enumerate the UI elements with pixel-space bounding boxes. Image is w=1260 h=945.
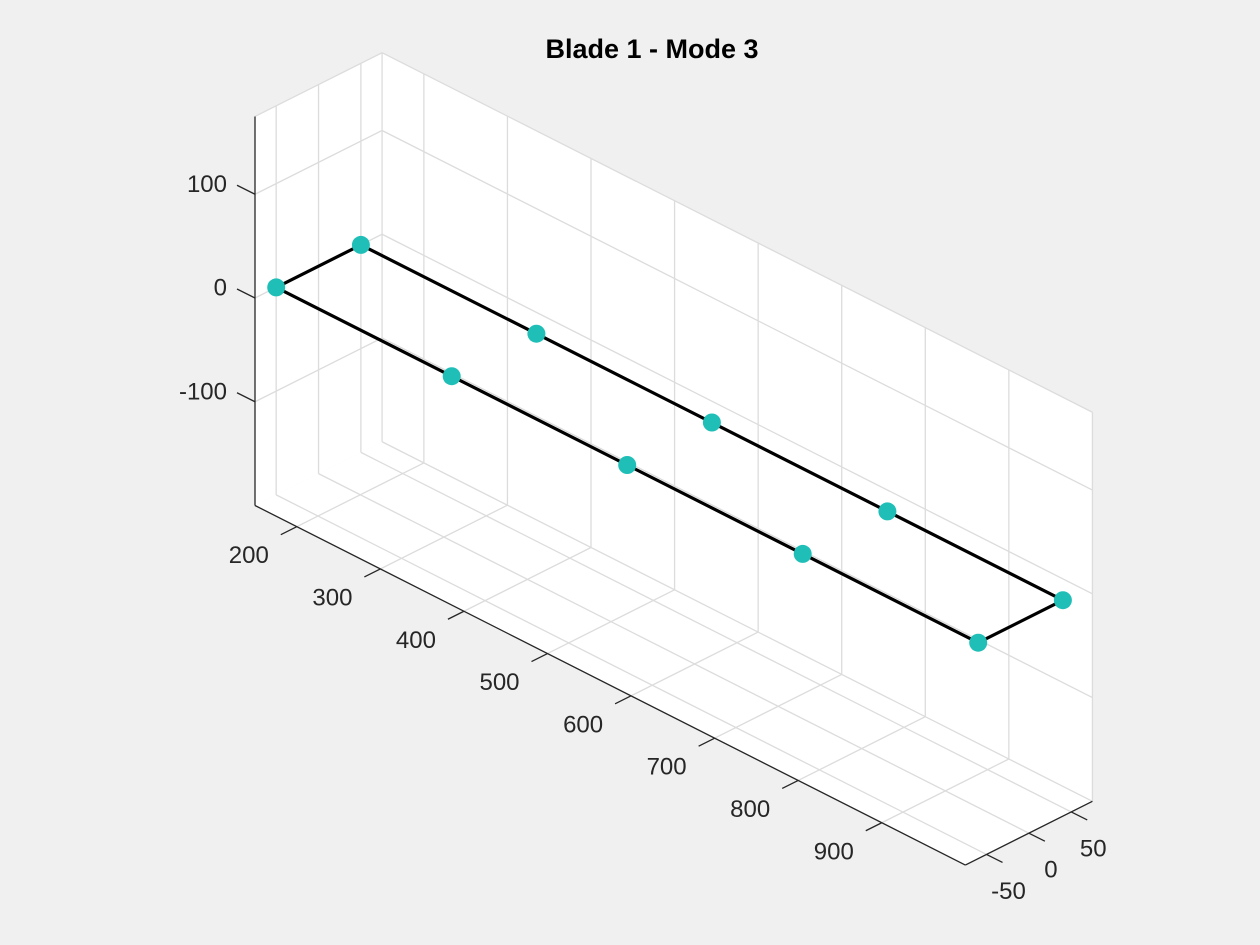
x-tick-label-400: 400 xyxy=(396,627,436,654)
z-tick-label-100: 100 xyxy=(187,171,227,198)
y-tick-label-50: 50 xyxy=(1080,835,1107,862)
y-grid-floor--50 xyxy=(275,494,987,856)
blade-node-marker-8 xyxy=(969,633,988,652)
z-tick-label--100: -100 xyxy=(179,378,227,405)
blade-node-marker-1 xyxy=(351,235,370,254)
z-grid-back-0 xyxy=(381,233,1093,595)
z-tick--100 xyxy=(236,392,256,403)
z-grid-side-100 xyxy=(254,129,383,195)
blade-node-marker-9 xyxy=(1053,591,1072,610)
blade-node-marker-3 xyxy=(527,324,546,343)
x-tick-label-300: 300 xyxy=(312,585,352,612)
z-grid-side--100 xyxy=(254,337,383,403)
x-tick-900 xyxy=(865,822,883,832)
blade-node-marker-6 xyxy=(793,544,812,563)
z-grid-back-100 xyxy=(381,129,1093,491)
z-tick-label-0: 0 xyxy=(214,275,227,302)
x-tick-500 xyxy=(531,652,548,663)
blade-node-marker-0 xyxy=(267,278,286,297)
blade-node-marker-2 xyxy=(442,367,461,386)
x-tick-label-900: 900 xyxy=(814,838,854,865)
plot-area xyxy=(267,235,1072,652)
x-tick-label-500: 500 xyxy=(479,669,519,696)
grid-lines xyxy=(254,52,1094,866)
x-tick-label-200: 200 xyxy=(229,542,269,569)
x-tick-600 xyxy=(614,695,632,705)
x-tick-700 xyxy=(698,737,715,747)
y-tick-label--50: -50 xyxy=(991,878,1026,905)
box-edge-top-side xyxy=(254,52,383,118)
z-tick-0 xyxy=(236,288,256,299)
chart-title: Blade 1 - Mode 3 xyxy=(545,34,758,64)
blade-node-marker-7 xyxy=(878,502,897,521)
x-tick-label-800: 800 xyxy=(730,796,770,823)
x-tick-label-700: 700 xyxy=(647,754,687,781)
x-axis-line xyxy=(254,504,966,866)
box-edge-floor-back xyxy=(381,441,1093,802)
x-tick-200 xyxy=(280,526,298,536)
blade-node-markers xyxy=(267,235,1072,652)
x-tick-400 xyxy=(447,610,465,620)
x-tick-800 xyxy=(781,779,799,790)
x-tick-label-600: 600 xyxy=(563,711,603,738)
blade-node-marker-4 xyxy=(618,456,637,474)
y-tick-50 xyxy=(1070,811,1088,821)
back-wall-panel xyxy=(382,52,1093,802)
y-tick-label-0: 0 xyxy=(1044,857,1057,884)
y-grid-floor-50 xyxy=(360,451,1072,813)
blade-node-marker-5 xyxy=(702,413,721,432)
box-edge-top-back xyxy=(381,52,1093,413)
axes xyxy=(236,116,1093,866)
x-tick-300 xyxy=(364,568,381,578)
y-tick--50 xyxy=(986,853,1003,864)
y-grid-floor-0 xyxy=(318,473,1030,834)
tick-labels: -100 0 100 200 300 400 500 600 700 800 900 -50 0 50 xyxy=(179,171,1107,905)
z-tick-100 xyxy=(236,184,256,195)
y-tick-0 xyxy=(1028,832,1046,842)
